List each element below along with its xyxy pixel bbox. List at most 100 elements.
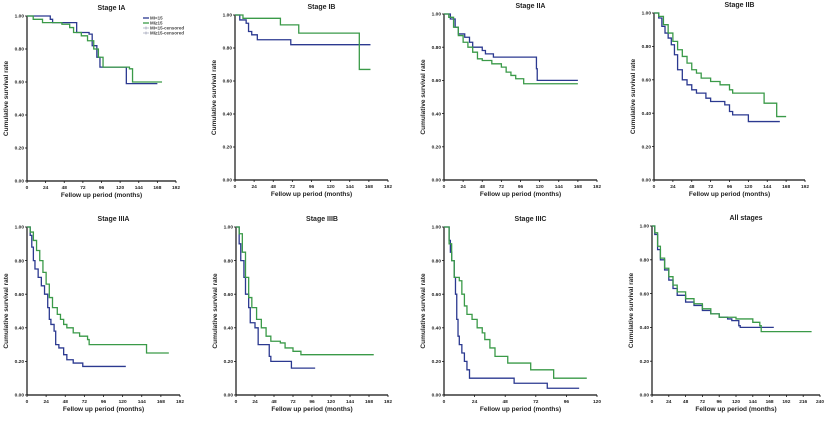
survival-curve-mi-ge-15	[652, 225, 812, 333]
y-tick-label: 0.20	[432, 145, 442, 151]
x-tick-label: 0	[651, 399, 654, 405]
x-tick-label: 48	[480, 184, 486, 190]
y-tick-label: 0.60	[224, 292, 234, 298]
x-tick-label: 72	[700, 399, 706, 405]
x-tick-label: 144	[135, 185, 143, 191]
x-tick-label: 144	[346, 184, 354, 190]
y-axis-label: Cumulative survival rate	[628, 273, 635, 349]
y-tick-label: 0.80	[432, 258, 442, 264]
y-tick-label: 0.60	[15, 292, 25, 298]
y-tick-label: 1.00	[224, 225, 234, 231]
survival-curve-mi-lt-15	[27, 226, 126, 368]
y-tick-label: 0.80	[224, 258, 234, 264]
y-tick-label: 0.00	[15, 179, 25, 185]
x-axis-label: Fellow up period (months)	[689, 191, 770, 198]
y-tick-label: 0.00	[15, 393, 25, 399]
x-tick-label: 168	[782, 184, 790, 190]
x-axis-label: Fellow up period (months)	[480, 191, 561, 198]
x-tick-label: 96	[309, 184, 315, 190]
panel-stage-iiic: Stage IIIC 0.00 0.20 0.40 0.60 0.80 1.00 0 24 48 7…	[420, 216, 601, 413]
y-tick-label: 0.20	[432, 359, 442, 365]
survival-curve-mi-lt-15	[27, 15, 158, 85]
survival-curve-mi-ge-15	[444, 13, 578, 85]
x-tick-label: 48	[63, 399, 69, 405]
legend-entry: MI≥15	[150, 21, 163, 26]
x-tick-label: 0	[26, 185, 29, 191]
y-tick-label: 0.20	[642, 144, 652, 150]
y-tick-label: 0.60	[15, 80, 25, 86]
x-tick-label: 168	[365, 399, 373, 405]
x-tick-label: 48	[683, 399, 689, 405]
x-tick-label: 48	[62, 185, 68, 191]
panel-all-stages: All stages 0.00 0.20 0.40 0.60 0.80 1.00 0 24 48 7…	[628, 215, 824, 413]
legend-entry: MI<15	[150, 16, 163, 21]
x-tick-label: 192	[172, 185, 180, 191]
y-axis-label: Cumulative survival rate	[211, 60, 218, 136]
y-tick-label: 0.40	[15, 113, 25, 119]
panel-title: Stage IIIC	[515, 216, 547, 223]
x-tick-label: 24	[666, 399, 672, 405]
x-tick-label: 0	[653, 184, 656, 190]
x-tick-label: 120	[327, 399, 335, 405]
panel-stage-ia: Stage IA 0.00 0.20 0.40 0.60 0.80 1.00 0 24 48 72 9…	[3, 5, 184, 199]
panel-title: Stage IIIA	[98, 216, 130, 223]
x-tick-label: 24	[252, 399, 258, 405]
x-tick-label: 24	[460, 184, 466, 190]
x-tick-label: 24	[251, 184, 257, 190]
y-tick-label: 0.00	[223, 178, 233, 184]
y-tick-label: 0.20	[15, 146, 25, 152]
x-tick-label: 120	[593, 399, 601, 405]
panel-title: Stage IIIB	[306, 216, 338, 223]
y-axis-label: Cumulative survival rate	[420, 273, 427, 349]
y-tick-label: 0.00	[640, 393, 650, 399]
y-tick-label: 0.20	[224, 359, 234, 365]
x-tick-label: 120	[119, 399, 127, 405]
x-axis-label: Fellow up period (months)	[63, 406, 144, 413]
x-tick-label: 72	[533, 399, 539, 405]
y-tick-label: 0.80	[640, 258, 650, 264]
y-tick-label: 0.20	[640, 359, 650, 365]
x-tick-label: 72	[708, 184, 714, 190]
y-tick-label: 0.00	[642, 178, 652, 184]
x-tick-label: 144	[555, 184, 563, 190]
survival-curve-mi-ge-15	[444, 226, 587, 379]
x-tick-label: 120	[732, 399, 740, 405]
y-tick-label: 1.00	[640, 224, 650, 230]
y-tick-label: 0.40	[15, 326, 25, 332]
y-tick-label: 0.40	[224, 326, 234, 332]
x-tick-label: 192	[801, 184, 809, 190]
y-axis-label: Cumulative survival rate	[630, 59, 637, 135]
legend-entry: MI≥15-censored	[150, 31, 184, 36]
x-tick-label: 192	[384, 399, 392, 405]
x-axis-label: Fellow up period (months)	[480, 406, 561, 413]
y-tick-label: 1.00	[432, 12, 442, 18]
panel-stage-ib: Stage IB 0.00 0.20 0.40 0.60 0.80 1.00 0 24 48 72 9…	[211, 4, 392, 198]
panel-title: Stage IIB	[725, 2, 755, 9]
x-tick-label: 120	[116, 185, 124, 191]
x-tick-label: 48	[271, 184, 277, 190]
y-tick-label: 0.80	[223, 46, 233, 52]
panel-title: Stage IIA	[516, 3, 546, 10]
y-tick-label: 0.20	[15, 359, 25, 365]
x-tick-label: 168	[153, 185, 161, 191]
x-tick-label: 96	[727, 184, 733, 190]
y-tick-label: 0.40	[640, 325, 650, 331]
x-axis-label: Fellow up period (months)	[271, 191, 352, 198]
survival-curve-mi-ge-15	[235, 14, 371, 71]
survival-curve-mi-lt-15	[444, 13, 578, 82]
y-tick-label: 0.60	[223, 79, 233, 85]
x-tick-label: 96	[564, 399, 570, 405]
x-tick-label: 0	[235, 399, 238, 405]
x-tick-label: 168	[574, 184, 582, 190]
x-tick-label: 0	[26, 399, 29, 405]
panel-stage-iiia: Stage IIIA 0.00 0.20 0.40 0.60 0.80 1.00 0 24 48 7…	[3, 216, 184, 413]
y-tick-label: 0.40	[432, 111, 442, 117]
x-tick-label: 0	[234, 184, 237, 190]
x-tick-label: 144	[138, 399, 146, 405]
y-axis-label: Cumulative survival rate	[3, 61, 10, 137]
y-tick-label: 0.80	[432, 45, 442, 51]
survival-curve-mi-lt-15	[236, 226, 316, 369]
x-tick-label: 48	[503, 399, 509, 405]
y-tick-label: 0.40	[432, 326, 442, 332]
